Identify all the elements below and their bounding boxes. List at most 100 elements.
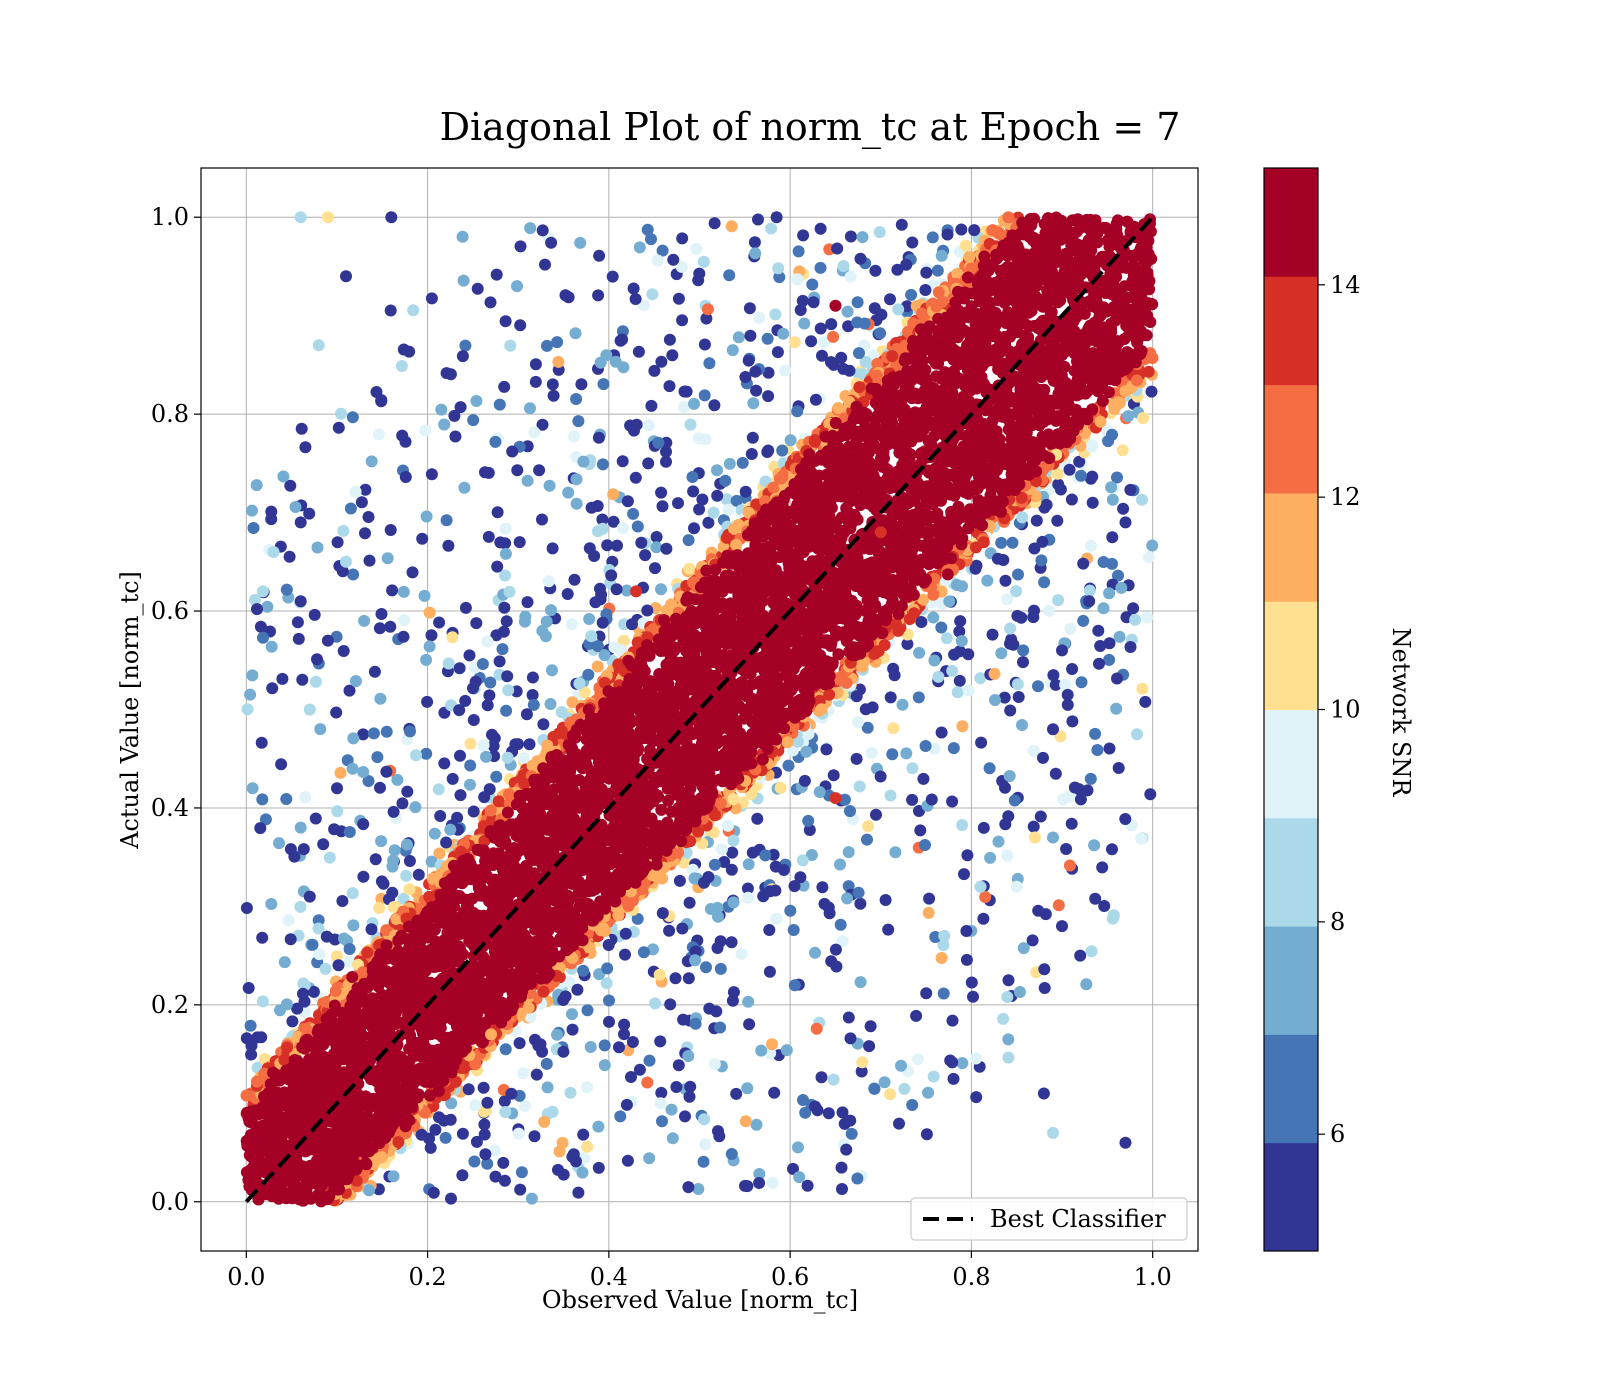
scatter-point: [308, 608, 321, 621]
scatter-point: [374, 692, 387, 705]
scatter-point: [545, 236, 558, 249]
scatter-point: [399, 471, 412, 483]
scatter-point: [1107, 909, 1120, 922]
scatter-point: [384, 620, 397, 633]
scatter-point: [669, 972, 682, 985]
scatter-point: [420, 653, 433, 666]
scatter-point: [600, 349, 613, 362]
scatter-point: [273, 837, 285, 850]
scatter-point: [854, 976, 867, 989]
scatter-point: [499, 1043, 512, 1056]
scatter-point: [673, 874, 686, 887]
scatter-point: [1135, 832, 1148, 845]
scatter-point: [844, 805, 856, 818]
scatter-point: [753, 311, 766, 324]
scatter-point: [552, 355, 565, 368]
scatter-point: [577, 964, 590, 977]
scatter-point: [573, 677, 586, 690]
scatter-point: [458, 481, 471, 494]
scatter-point: [844, 270, 857, 283]
scatter-point: [791, 273, 804, 286]
scatter-point: [1066, 663, 1079, 675]
scatter-point: [835, 1161, 848, 1174]
scatter-point: [454, 789, 467, 802]
scatter-point: [540, 1057, 553, 1070]
scatter-point: [1094, 415, 1107, 428]
scatter-point: [850, 752, 863, 765]
scatter-point: [445, 1097, 458, 1110]
scatter-point: [600, 977, 613, 990]
scatter-point: [844, 1032, 857, 1045]
scatter-point: [562, 486, 575, 499]
scatter-point: [768, 1086, 781, 1099]
scatter-point: [722, 503, 735, 516]
scatter-point: [813, 786, 826, 798]
scatter-point: [841, 305, 854, 318]
scatter-point: [619, 927, 632, 940]
scatter-point: [429, 1123, 442, 1136]
scatter-point: [784, 434, 797, 447]
scatter-point: [557, 1045, 570, 1058]
scatter-point: [514, 319, 527, 332]
scatter-point: [689, 1017, 702, 1030]
scatter-point: [726, 344, 739, 357]
scatter-point: [664, 998, 677, 1011]
scatter-point: [277, 470, 290, 483]
scatter-point: [1068, 781, 1081, 794]
scatter-point: [937, 987, 950, 1000]
scatter-point: [663, 380, 676, 393]
scatter-point: [1038, 576, 1051, 589]
scatter-point: [865, 746, 878, 759]
scatter-point: [597, 922, 610, 934]
scatter-point: [614, 1110, 627, 1123]
scatter-point: [456, 350, 469, 363]
scatter-point: [887, 662, 900, 675]
scatter-point: [373, 902, 386, 914]
scatter-point: [635, 536, 648, 549]
scatter-point: [953, 674, 966, 687]
scatter-point: [714, 935, 727, 948]
scatter-point: [598, 1039, 611, 1052]
scatter-point: [779, 364, 792, 377]
scatter-point: [462, 1083, 475, 1096]
scatter-point: [677, 1013, 690, 1026]
scatter-point: [409, 801, 422, 814]
scatter-point: [444, 823, 457, 836]
scatter-point: [693, 503, 706, 516]
scatter-point: [810, 1022, 823, 1035]
scatter-point: [539, 630, 552, 643]
scatter-point: [750, 384, 763, 397]
scatter-point: [755, 1044, 768, 1057]
scatter-point: [617, 634, 630, 647]
scatter-point: [836, 1106, 849, 1119]
scatter-point: [958, 868, 970, 881]
scatter-point: [1097, 556, 1110, 568]
scatter-point: [1060, 843, 1073, 855]
scatter-point: [242, 982, 255, 994]
scatter-point: [1017, 644, 1030, 657]
scatter-point: [570, 497, 583, 510]
scatter-point: [303, 507, 316, 520]
scatter-point: [392, 1136, 405, 1149]
scatter-point: [629, 471, 642, 484]
scatter-point: [736, 456, 749, 469]
scatter-point: [1127, 602, 1140, 615]
scatter-point: [627, 282, 640, 295]
scatter-point: [714, 962, 727, 975]
scatter-point: [557, 1168, 570, 1181]
scatter-point: [477, 739, 490, 752]
scatter-point: [337, 645, 350, 657]
scatter-point: [895, 1059, 907, 1072]
scatter-point: [646, 288, 659, 301]
scatter-point: [620, 1098, 633, 1111]
scatter-point: [464, 759, 477, 772]
scatter-point: [489, 435, 502, 448]
scatter-point: [1035, 554, 1048, 567]
scatter-point: [384, 304, 397, 317]
scatter-point: [459, 339, 472, 352]
scatter-point: [330, 950, 343, 963]
scatter-point: [963, 251, 976, 263]
scatter-point: [762, 390, 775, 403]
scatter-point: [770, 211, 783, 224]
scatter-point: [288, 850, 301, 863]
